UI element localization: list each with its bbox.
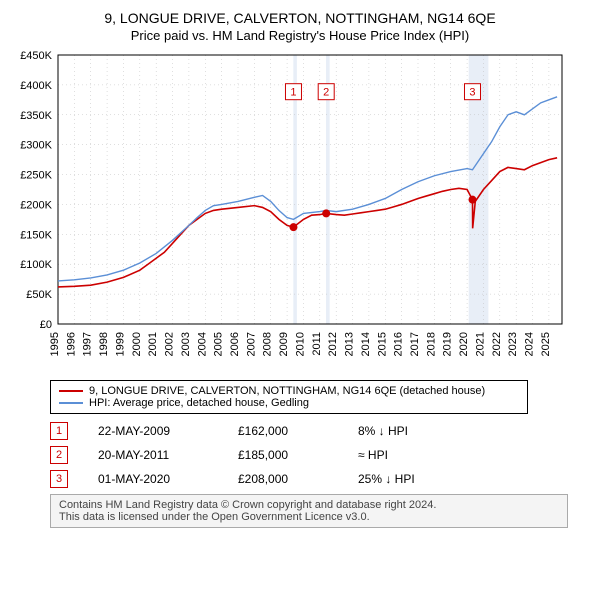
transaction-date: 01-MAY-2020	[98, 472, 208, 486]
x-axis-label: 1997	[82, 332, 94, 356]
x-axis-label: 2025	[540, 332, 552, 356]
price-chart: £0 £50K £100K £150K £200K £250K £300K £350K £400…	[10, 49, 570, 369]
legend: 9, LONGUE DRIVE, CALVERTON, NOTTINGHAM, …	[50, 380, 528, 414]
x-axis-label: 2004	[196, 332, 208, 356]
x-axis-label: 2002	[164, 332, 176, 356]
title-block: 9, LONGUE DRIVE, CALVERTON, NOTTINGHAM, …	[10, 10, 590, 43]
transaction-badge: 2	[50, 446, 68, 464]
transaction-relation: 8% ↓ HPI	[358, 424, 448, 438]
x-axis-label: 2005	[213, 332, 225, 356]
transaction-row: 1 22-MAY-2009 £162,000 8% ↓ HPI	[50, 422, 590, 440]
x-axis-label: 1998	[98, 332, 110, 356]
x-axis-label: 2003	[180, 332, 192, 356]
marker-badge-label: 3	[469, 87, 475, 99]
legend-label: HPI: Average price, detached house, Gedl…	[89, 397, 309, 409]
transaction-price: £162,000	[238, 424, 328, 438]
transaction-date: 20-MAY-2011	[98, 448, 208, 462]
x-axis-label: 2016	[393, 332, 405, 356]
x-axis-label: 2020	[458, 332, 470, 356]
x-axis-label: 2009	[278, 332, 290, 356]
x-axis-label: 1999	[114, 332, 126, 356]
x-axis-label: 2022	[491, 332, 503, 356]
x-axis-label: 2001	[147, 332, 159, 356]
footnote: Contains HM Land Registry data © Crown c…	[50, 494, 568, 528]
legend-swatch	[59, 390, 83, 392]
x-axis-label: 1996	[65, 332, 77, 356]
x-axis-label: 2023	[507, 332, 519, 356]
y-axis-label: £400K	[20, 80, 52, 92]
y-axis-label: £0	[40, 319, 52, 331]
transaction-badge: 1	[50, 422, 68, 440]
x-axis-label: 2019	[442, 332, 454, 356]
transaction-price: £208,000	[238, 472, 328, 486]
marker-badge-label: 2	[323, 87, 329, 99]
y-axis-label: £300K	[20, 140, 52, 152]
x-axis-label: 2013	[344, 332, 356, 356]
transaction-marker	[468, 196, 476, 204]
y-axis-label: £150K	[20, 229, 52, 241]
x-axis-label: 2021	[474, 332, 486, 356]
x-axis-label: 1995	[49, 332, 61, 356]
footnote-line: Contains HM Land Registry data © Crown c…	[59, 499, 559, 511]
x-axis-label: 2018	[425, 332, 437, 356]
x-axis-label: 2014	[360, 332, 372, 356]
x-axis-label: 2015	[376, 332, 388, 356]
x-axis-label: 2011	[311, 332, 323, 356]
chart-container: £0 £50K £100K £150K £200K £250K £300K £350K £400…	[10, 49, 590, 374]
transaction-badge: 3	[50, 470, 68, 488]
y-axis-label: £350K	[20, 110, 52, 122]
transaction-marker	[322, 209, 330, 217]
footnote-line: This data is licensed under the Open Gov…	[59, 511, 559, 523]
x-axis-label: 2024	[524, 332, 536, 356]
page-title: 9, LONGUE DRIVE, CALVERTON, NOTTINGHAM, …	[10, 10, 590, 26]
transaction-row: 3 01-MAY-2020 £208,000 25% ↓ HPI	[50, 470, 590, 488]
y-axis-label: £450K	[20, 50, 52, 62]
transactions-table: 1 22-MAY-2009 £162,000 8% ↓ HPI 2 20-MAY-2011…	[50, 422, 590, 488]
y-axis-label: £100K	[20, 259, 52, 271]
x-axis-label: 2006	[229, 332, 241, 356]
x-axis-label: 2012	[327, 332, 339, 356]
legend-item: 9, LONGUE DRIVE, CALVERTON, NOTTINGHAM, …	[59, 385, 519, 397]
x-axis-label: 2017	[409, 332, 421, 356]
legend-item: HPI: Average price, detached house, Gedl…	[59, 397, 519, 409]
x-axis-label: 2007	[245, 332, 257, 356]
transaction-row: 2 20-MAY-2011 £185,000 ≈ HPI	[50, 446, 590, 464]
transaction-price: £185,000	[238, 448, 328, 462]
legend-swatch	[59, 402, 83, 404]
x-axis-label: 2008	[262, 332, 274, 356]
legend-label: 9, LONGUE DRIVE, CALVERTON, NOTTINGHAM, …	[89, 385, 485, 397]
x-axis-label: 2010	[294, 332, 306, 356]
page-subtitle: Price paid vs. HM Land Registry's House …	[10, 28, 590, 43]
y-axis-label: £200K	[20, 199, 52, 211]
marker-badge-label: 1	[290, 87, 296, 99]
y-axis-label: £50K	[26, 289, 52, 301]
transaction-relation: 25% ↓ HPI	[358, 472, 448, 486]
transaction-date: 22-MAY-2009	[98, 424, 208, 438]
transaction-relation: ≈ HPI	[358, 448, 448, 462]
transaction-marker	[289, 223, 297, 231]
y-axis-label: £250K	[20, 170, 52, 182]
x-axis-label: 2000	[131, 332, 143, 356]
